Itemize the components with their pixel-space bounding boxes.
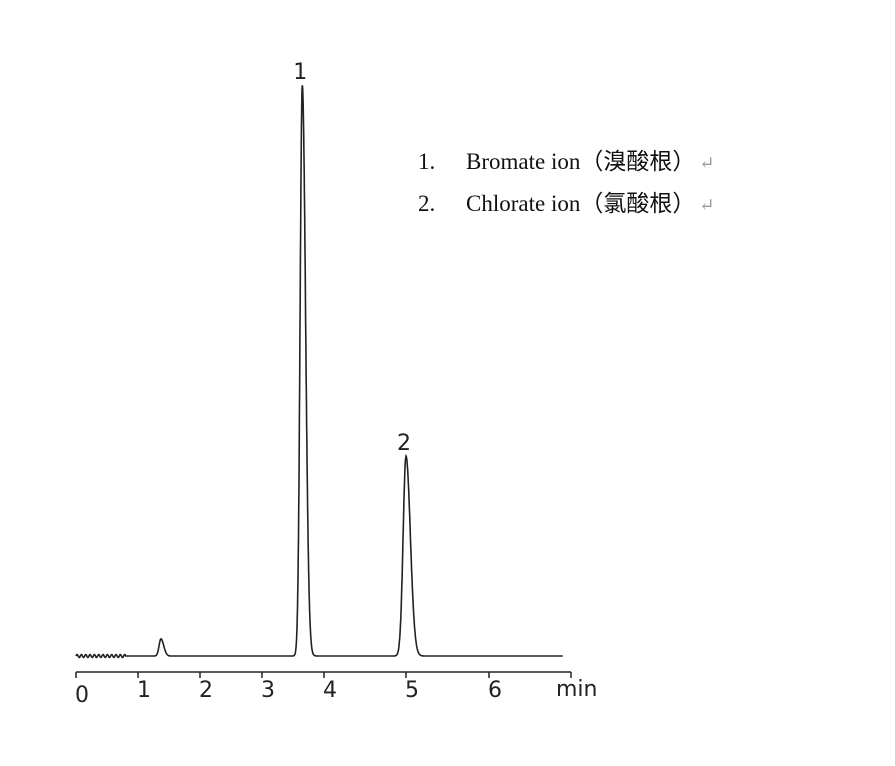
x-tick-label: 2: [199, 678, 213, 703]
x-tick-label: 5: [405, 678, 419, 703]
x-tick-label: 3: [261, 678, 275, 703]
x-axis-label: min: [556, 677, 598, 702]
x-tick-label: 1: [137, 678, 151, 703]
legend-number: 1.: [418, 149, 436, 174]
return-mark-icon: ↵: [699, 195, 715, 215]
legend-text: Bromate ion（溴酸根）: [466, 149, 696, 174]
legend-item-2: 2. Chlorate ion（氯酸根） ↵: [418, 184, 714, 218]
x-tick-label: 6: [488, 678, 502, 703]
x-tick-label: 4: [323, 678, 337, 703]
legend-number: 2.: [418, 191, 436, 216]
return-mark-icon: ↵: [699, 153, 715, 173]
legend-item-1: 1. Bromate ion（溴酸根） ↵: [418, 142, 714, 176]
peak-label-2: 2: [397, 431, 411, 456]
trace-group: 12: [75, 60, 563, 659]
x-tick-label: 0: [75, 683, 89, 708]
peak-label-1: 1: [293, 60, 307, 85]
x-axis: 0 1 2 3 4 5 6: [75, 671, 572, 708]
legend-text: Chlorate ion（氯酸根）: [466, 191, 696, 216]
chromatogram-trace: [75, 85, 563, 659]
